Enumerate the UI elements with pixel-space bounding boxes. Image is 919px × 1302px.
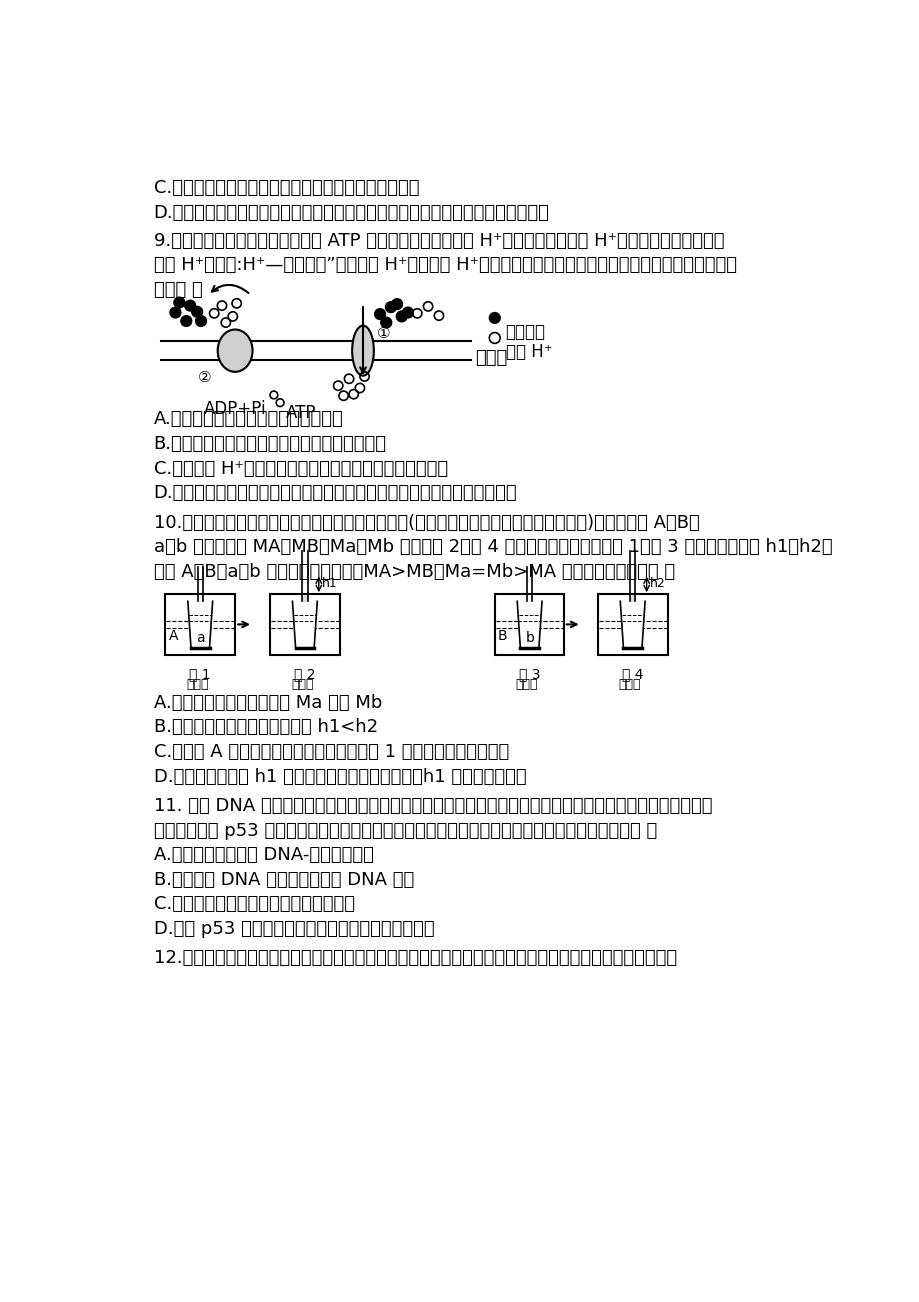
Circle shape (391, 298, 403, 310)
Text: B.平衡后，漏斗内液面上升高度 h1<h2: B.平衡后，漏斗内液面上升高度 h1<h2 (153, 719, 378, 737)
Text: 表示 H⁺: 表示 H⁺ (505, 342, 551, 361)
Polygon shape (292, 602, 317, 647)
Ellipse shape (218, 329, 253, 372)
Text: ②: ② (198, 370, 211, 384)
Text: a: a (196, 630, 205, 644)
Circle shape (380, 318, 391, 328)
Text: A.质子泵同时具有运输功能和催化功能: A.质子泵同时具有运输功能和催化功能 (153, 410, 343, 428)
Text: 的是（ ）: 的是（ ） (153, 281, 202, 299)
Bar (269, 594, 339, 655)
Circle shape (181, 315, 191, 327)
Text: C.细胞的衰老和个体的衰老都是不同步的: C.细胞的衰老和个体的衰老都是不同步的 (153, 896, 355, 914)
Text: 图 4: 图 4 (621, 668, 642, 681)
Text: D.若吸出漏斗管内 h1 以内的液体，则重新平衡时，h1 的高度保持不变: D.若吸出漏斗管内 h1 以内的液体，则重新平衡时，h1 的高度保持不变 (153, 768, 526, 785)
Text: A: A (168, 629, 177, 643)
Text: D.若用一定浓度的蕊糖溶液进行实验，不会发生质壁分离后自动复原的现象: D.若用一定浓度的蕊糖溶液进行实验，不会发生质壁分离后自动复原的现象 (153, 484, 516, 503)
Bar (494, 594, 564, 655)
Text: D.与分泌蛋白加工及分泌有关的细胞器均具有膜结构，这些膜结构属于生物膜系统: D.与分泌蛋白加工及分泌有关的细胞器均具有膜结构，这些膜结构属于生物膜系统 (153, 204, 549, 221)
Text: 会导致细胞内 p53 蛋白活化，进而抑制线粒体的功能，进一步加剧端粒损伤。下列叙述正确的是（ ）: 会导致细胞内 p53 蛋白活化，进而抑制线粒体的功能，进一步加剧端粒损伤。下列叙… (153, 822, 656, 840)
Text: B.线粒体中 DNA 分子也具有端粒 DNA 序列: B.线粒体中 DNA 分子也具有端粒 DNA 序列 (153, 871, 414, 889)
Polygon shape (630, 595, 634, 602)
Polygon shape (187, 602, 212, 647)
Bar (597, 594, 667, 655)
Text: ADP+Pi: ADP+Pi (204, 400, 267, 418)
Polygon shape (302, 595, 306, 602)
Text: 半透膜: 半透膜 (516, 677, 538, 690)
Circle shape (374, 309, 385, 319)
Text: 图 1: 图 1 (189, 668, 210, 681)
Text: 半透膜: 半透膜 (186, 677, 209, 690)
Polygon shape (619, 602, 644, 647)
Bar (165, 594, 235, 655)
Text: 12.细胞核是遗传物质贯存和复制的主要场所，也是细胞代谢控制中心，核糖体是蛋白质合成场所。如图就是: 12.细胞核是遗传物质贯存和复制的主要场所，也是细胞代谢控制中心，核糖体是蛋白质… (153, 949, 676, 967)
Text: 半透膜: 半透膜 (618, 677, 641, 690)
Text: 外的 H⁺浓度差:H⁺—蕊糖载体”能够依靠 H⁺浓度差把 H⁺和蕊糖分子运入细胞。以上两个过程如图所示，不正确: 外的 H⁺浓度差:H⁺—蕊糖载体”能够依靠 H⁺浓度差把 H⁺和蕊糖分子运入细胞… (153, 256, 736, 275)
Circle shape (385, 302, 396, 312)
Text: ①: ① (377, 326, 391, 341)
Text: C.质子泵将 H⁺运出细胞外的方式与蕊糖进入细胞方式相同: C.质子泵将 H⁺运出细胞外的方式与蕊糖进入细胞方式相同 (153, 460, 448, 478)
Text: ATP: ATP (286, 404, 316, 422)
Ellipse shape (352, 326, 373, 376)
Text: C.若再向 A 中加入少量且适量的蕊糖醂，图 1 种漏斗内液面直接上升: C.若再向 A 中加入少量且适量的蕊糖醂，图 1 种漏斗内液面直接上升 (153, 743, 508, 760)
Text: 图 3: 图 3 (518, 668, 539, 681)
Text: 半透膜: 半透膜 (290, 677, 313, 690)
Text: A.平衡后，漏斗内溶液浓度 Ma 小于 Mb: A.平衡后，漏斗内溶液浓度 Ma 小于 Mb (153, 694, 381, 712)
Circle shape (170, 307, 181, 318)
Text: h1: h1 (322, 577, 337, 590)
Circle shape (174, 297, 185, 309)
Text: B.该植物细胞吸收蕊糖分子的速率受温度的影响: B.该植物细胞吸收蕊糖分子的速率受温度的影响 (153, 435, 386, 453)
Text: 图 2: 图 2 (294, 668, 315, 681)
Text: b: b (525, 630, 534, 644)
Circle shape (396, 311, 407, 322)
Circle shape (185, 301, 196, 311)
Text: 10.如图表示渗透作用装置图，其中半透膜为膀胱膜(允许单糖透过不允许二糖及多糖透过)，装置溶液 A、B、: 10.如图表示渗透作用装置图，其中半透膜为膀胱膜(允许单糖透过不允许二糖及多糖透… (153, 513, 698, 531)
Text: B: B (497, 629, 507, 643)
Circle shape (489, 312, 500, 323)
Text: h2: h2 (649, 577, 664, 590)
Circle shape (403, 307, 413, 318)
Circle shape (196, 315, 206, 327)
Text: 9.科学研究发现，某植物细胞利用 ATP 醂和质子泵把细胞内的 H⁺泵出，导致细胞外 H⁺浓度较高，形成细胞内: 9.科学研究发现，某植物细胞利用 ATP 醂和质子泵把细胞内的 H⁺泵出，导致细… (153, 232, 723, 250)
Text: C.抗体、激素、血红蛋白等物质的合成都有这样的过程: C.抗体、激素、血红蛋白等物质的合成都有这样的过程 (153, 180, 419, 198)
Text: 11. 端粒 DNA 序列在每次细胞分裂后会缩短一截，发生端粒损伤，端粒损伤是细胞衰老的原因之一。端粒损伤: 11. 端粒 DNA 序列在每次细胞分裂后会缩短一截，发生端粒损伤，端粒损伤是细… (153, 797, 711, 815)
Text: 如果 A、B、a、b 均为蕊糖溶液，且，MA>MB，Ma=Mb>MA 下列分析正确的是（ ）: 如果 A、B、a、b 均为蕊糖溶液，且，MA>MB，Ma=Mb>MA 下列分析正… (153, 562, 675, 581)
Circle shape (191, 306, 202, 318)
Polygon shape (516, 602, 541, 647)
Text: a、b 浓度分别用 MA、MB、Ma、Mb 表示，图 2、图 4 分别表示达到平衡后，图 1、图 3 液面上升的高度 h1、h2。: a、b 浓度分别用 MA、MB、Ma、Mb 表示，图 2、图 4 分别表示达到平… (153, 538, 832, 556)
Text: 表示蕊糖: 表示蕊糖 (505, 323, 545, 341)
Text: A.端粒的化学成分是 DNA-蛋白质复合体: A.端粒的化学成分是 DNA-蛋白质复合体 (153, 846, 373, 865)
Text: 细胞质: 细胞质 (475, 349, 507, 367)
Text: D.抑制 p53 蛋白活化的药物不可用于延缓细胞的衰老: D.抑制 p53 蛋白活化的药物不可用于延缓细胞的衰老 (153, 921, 434, 937)
